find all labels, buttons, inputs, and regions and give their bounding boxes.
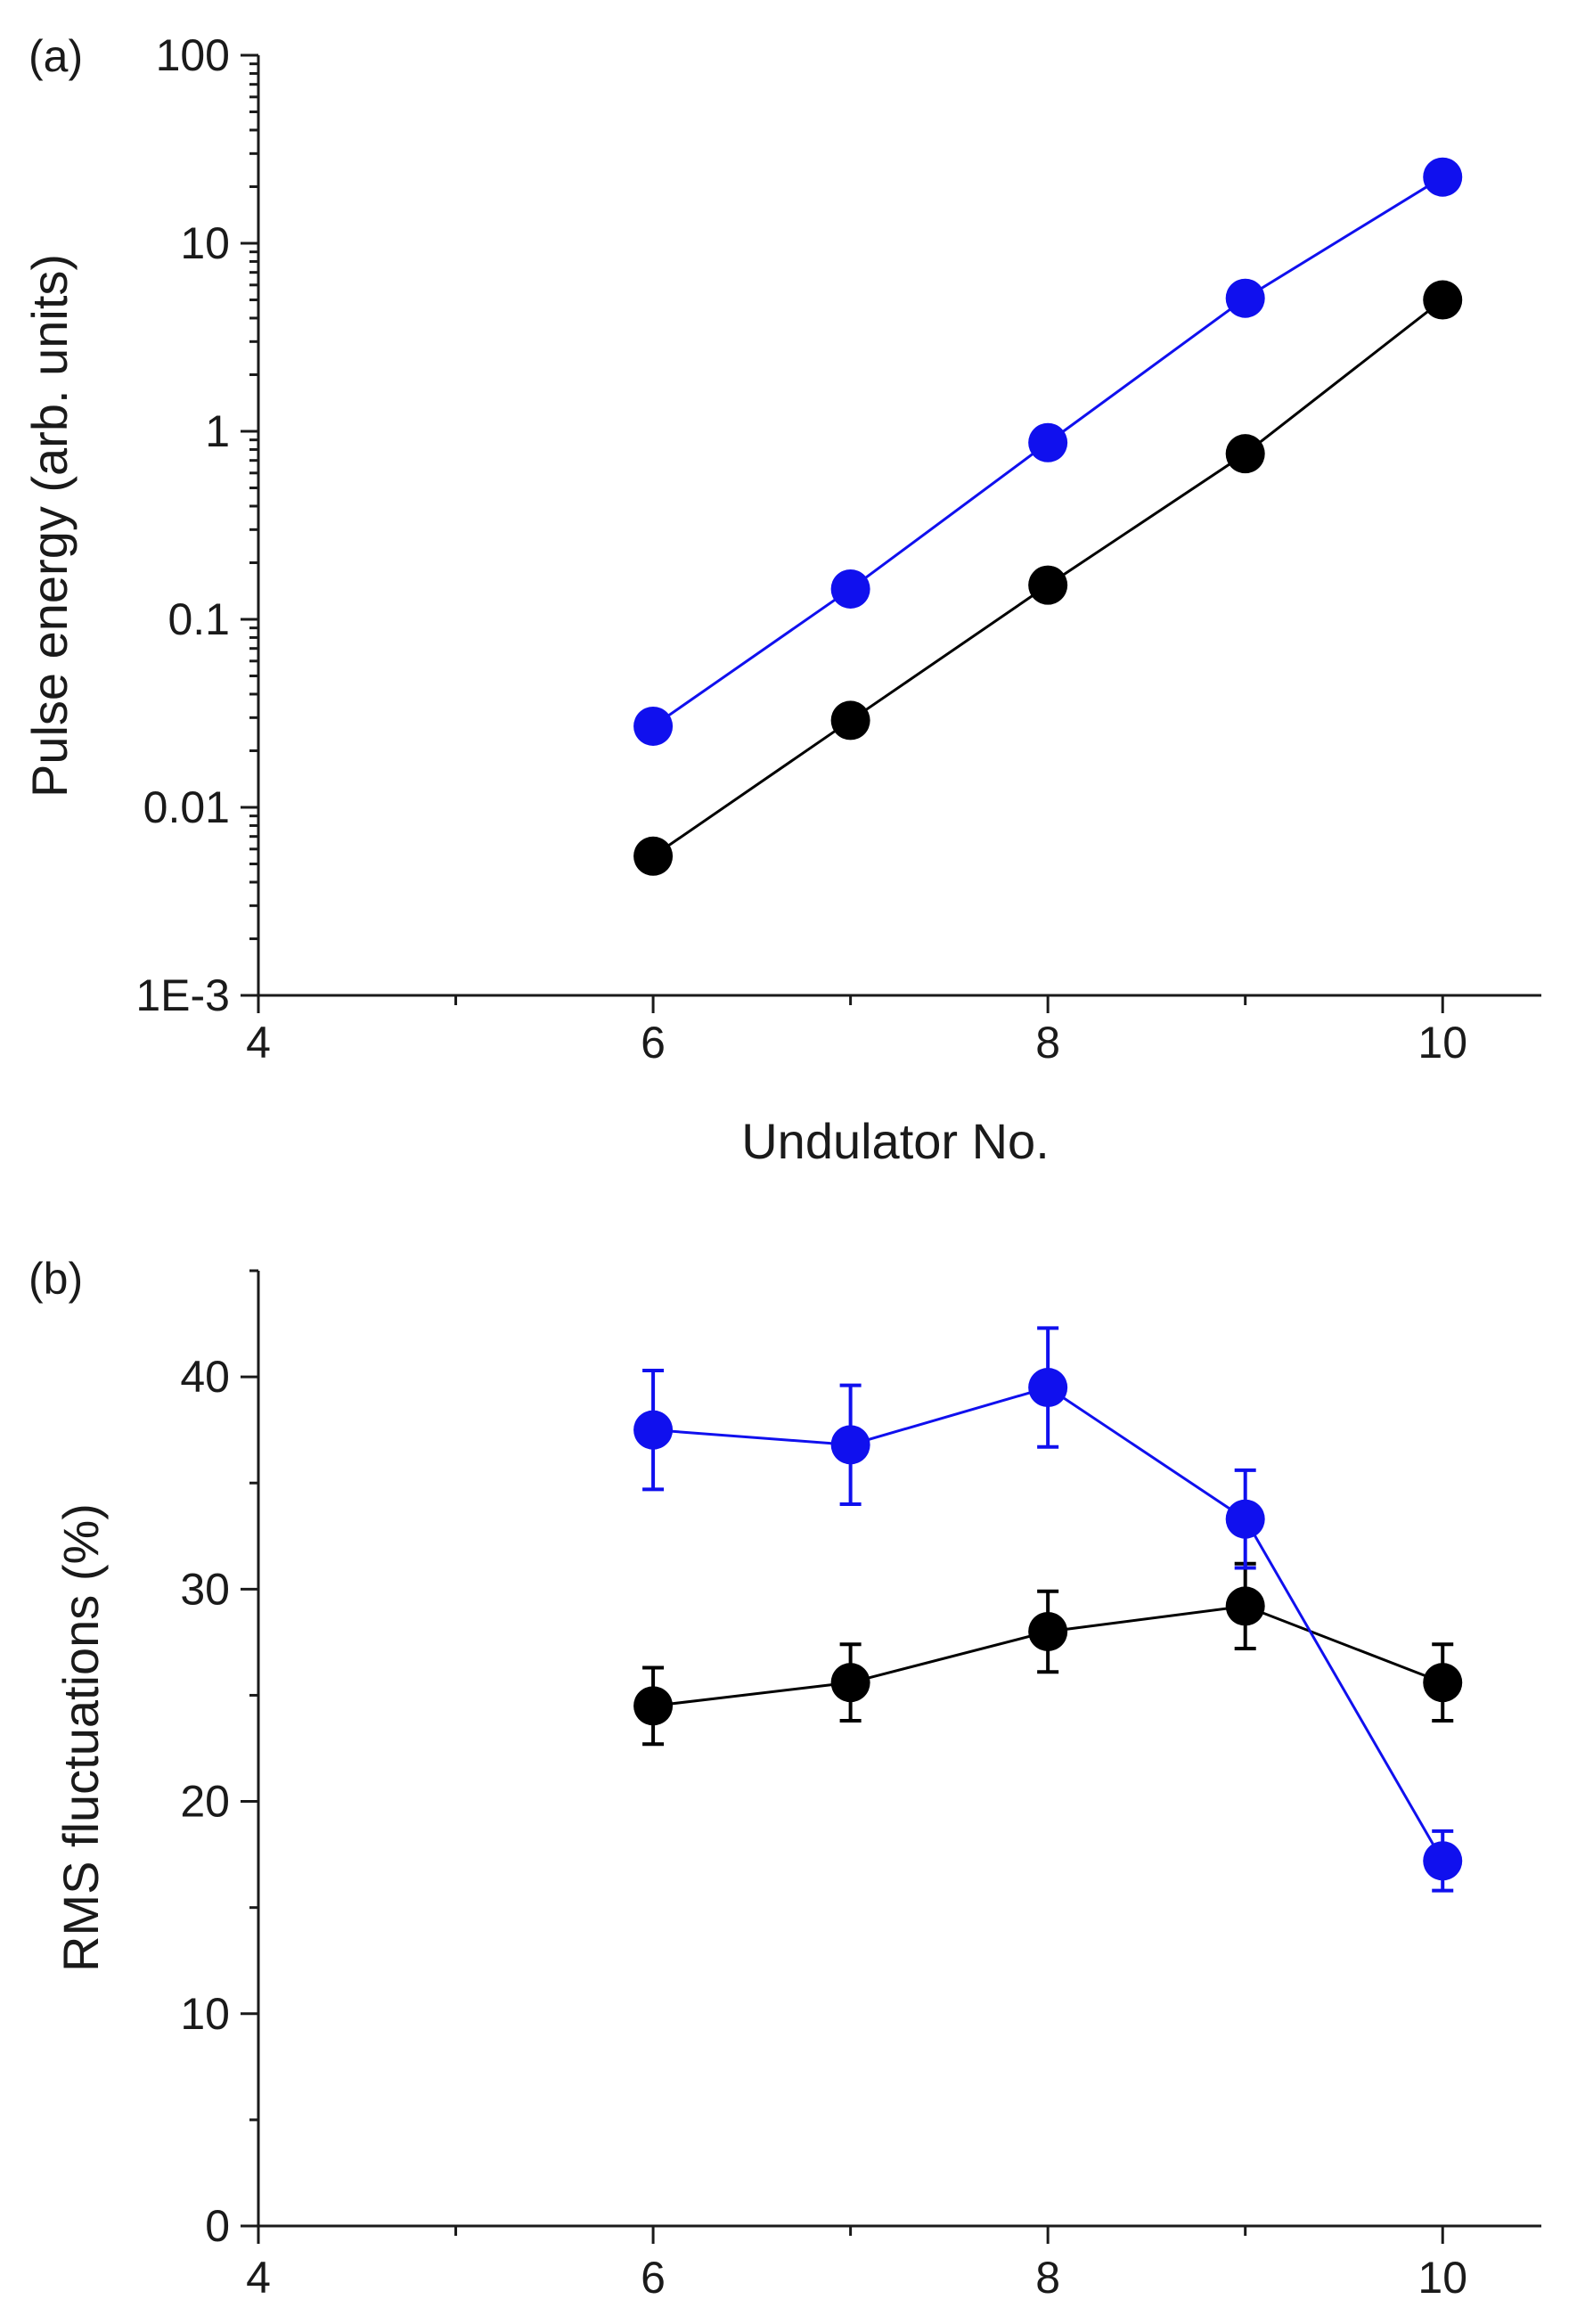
panel-a-x-tick-label: 6 xyxy=(641,1018,666,1068)
panel-a-label: (a) xyxy=(29,31,83,81)
panel-b-black-data-point xyxy=(1423,1663,1463,1703)
panel-a-y-tick-label: 0.1 xyxy=(167,594,230,644)
panel-b-blue-data-point xyxy=(1423,1841,1463,1881)
panel-b-marks xyxy=(633,1326,1463,1893)
panel-b-x-tick-label: 6 xyxy=(641,2253,666,2303)
panel-a-y-tick-label: 10 xyxy=(180,218,230,268)
panel-b-blue-data-point xyxy=(1028,1368,1068,1408)
panel-a-black-data-point xyxy=(1423,280,1463,320)
panel-b-y-tick-label: 20 xyxy=(180,1777,230,1827)
panel-a-blue-data-point xyxy=(1423,157,1463,197)
panel-a-blue-data-point xyxy=(1028,422,1068,462)
panel-b-blue-data-point xyxy=(1225,1499,1265,1539)
panel-a: (a) Pulse energy (arb. units) Undulator … xyxy=(21,30,1541,1169)
panel-a-x-tick-label: 10 xyxy=(1418,1018,1467,1068)
panel-b-y-tick-label: 30 xyxy=(180,1564,230,1614)
panel-b-y-tick-label: 10 xyxy=(180,1989,230,2039)
panel-a-blue-data-point xyxy=(633,706,674,746)
panel-b-label: (b) xyxy=(29,1254,83,1304)
panel-a-black-data-point xyxy=(1225,434,1265,474)
panel-a-black-data-point xyxy=(633,836,674,876)
panel-a-black-data-point xyxy=(1028,565,1068,605)
panel-a-marks xyxy=(633,157,1463,876)
panel-a-y-tick-label: 0.01 xyxy=(143,782,230,832)
panel-a-y-tick-label: 1E-3 xyxy=(135,970,230,1020)
panel-b-y-axis-title: RMS fluctuations (%) xyxy=(53,1503,109,1972)
panel-b-axes: 4 6 8 10 0 10 20 30 40 xyxy=(180,1269,1541,2303)
panel-b-black-data-point xyxy=(830,1663,870,1703)
panel-b-black-data-point xyxy=(633,1686,674,1726)
panel-a-x-tick-label: 4 xyxy=(246,1018,271,1068)
panel-a-axes: 4 6 8 10 1E-3 0.01 0.1 1 10 100 xyxy=(135,30,1541,1068)
panel-b-blue-data-point xyxy=(633,1410,674,1450)
panel-b-y-tick-label: 0 xyxy=(205,2201,230,2251)
panel-a-black-data-point xyxy=(830,700,870,741)
panel-a-blue-data-point xyxy=(830,569,870,609)
panel-b: (b) RMS fluctuations (%) 4 6 8 10 0 10 20 30 40 xyxy=(29,1254,1541,2303)
panel-a-x-axis-title: Undulator No. xyxy=(741,1113,1050,1169)
panel-b-black-data-point xyxy=(1028,1611,1068,1651)
panel-b-x-tick-label: 10 xyxy=(1418,2253,1467,2303)
panel-a-y-tick-label: 100 xyxy=(156,30,230,80)
panel-b-y-tick-label: 40 xyxy=(180,1352,230,1402)
panel-b-x-tick-label: 8 xyxy=(1035,2253,1060,2303)
panel-a-blue-data-point xyxy=(1225,278,1265,318)
panel-b-black-data-point xyxy=(1225,1586,1265,1626)
panel-a-y-tick-label: 1 xyxy=(205,406,230,456)
panel-a-y-axis-title: Pulse energy (arb. units) xyxy=(21,254,78,798)
panel-b-x-tick-label: 4 xyxy=(246,2253,271,2303)
panel-b-blue-data-point xyxy=(830,1425,870,1465)
panel-a-x-tick-label: 8 xyxy=(1035,1018,1060,1068)
